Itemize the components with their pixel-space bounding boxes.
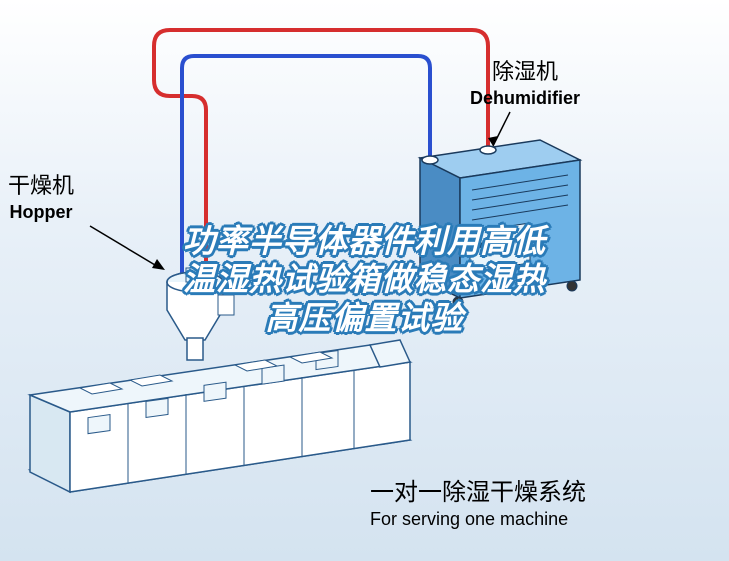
dehumidifier-label-en: Dehumidifier [470,87,580,110]
hopper-label-cn: 干燥机 [8,172,74,201]
overlay-line1: 功率半导体器件利用高低 [0,222,729,260]
dehumidifier-label: 除湿机 Dehumidifier [470,58,580,110]
hopper-label-en: Hopper [8,201,74,224]
overlay-line2: 温湿热试验箱做稳态湿热 [0,260,729,298]
extruder-machine [30,338,410,492]
system-label-cn: 一对一除湿干燥系统 [370,472,586,507]
hopper-label: 干燥机 Hopper [8,172,74,224]
dehumidifier-label-cn: 除湿机 [470,58,580,87]
overlay-title: 功率半导体器件利用高低 温湿热试验箱做稳态湿热 高压偏置试验 [0,222,729,337]
overlay-line3: 高压偏置试验 [0,299,729,337]
system-label: 一对一除湿干燥系统 For serving one machine [370,472,586,530]
system-label-en: For serving one machine [370,509,586,530]
dehumidifier-arrow [488,112,510,146]
